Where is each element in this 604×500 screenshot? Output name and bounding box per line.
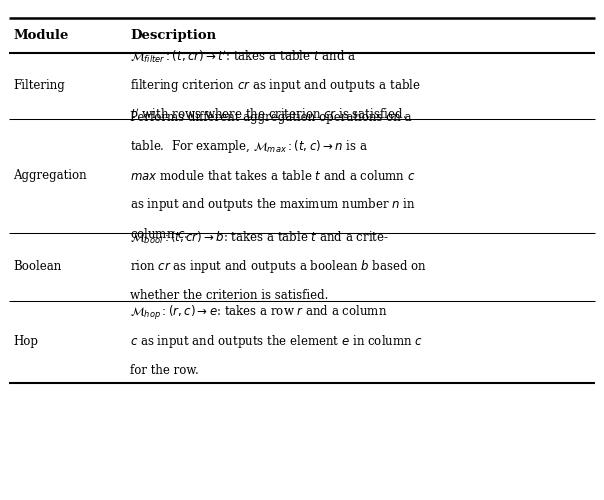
Text: $\mathcal{M}_{filter} : (t,cr) \rightarrow t^{\prime}$: takes a table $t$ and a: $\mathcal{M}_{filter} : (t,cr) \rightarr… [130, 48, 356, 65]
Text: Performs different aggregation operations on a: Performs different aggregation operation… [130, 111, 411, 124]
Text: $c$ as input and outputs the element $e$ in column $c$: $c$ as input and outputs the element $e$… [130, 333, 423, 350]
Text: $\mathcal{M}_{bool} : (t,cr) \rightarrow b$: takes a table $t$ and a crite-: $\mathcal{M}_{bool} : (t,cr) \rightarrow… [130, 230, 389, 246]
Text: Description: Description [130, 28, 216, 42]
Text: Filtering: Filtering [13, 79, 65, 92]
Text: whether the criterion is satisfied.: whether the criterion is satisfied. [130, 289, 328, 302]
Text: Hop: Hop [13, 335, 38, 348]
Text: $max$ module that takes a table $t$ and a column $c$: $max$ module that takes a table $t$ and … [130, 168, 416, 182]
Text: Boolean: Boolean [13, 260, 62, 273]
Text: table.  For example, $\mathcal{M}_{max} : (t,c) \rightarrow n$ is a: table. For example, $\mathcal{M}_{max} :… [130, 138, 368, 155]
Text: Aggregation: Aggregation [13, 169, 87, 182]
Text: filtering criterion $cr$ as input and outputs a table: filtering criterion $cr$ as input and ou… [130, 77, 420, 94]
Text: $\mathcal{M}_{hop} : (r,c) \rightarrow e$: takes a row $r$ and a column: $\mathcal{M}_{hop} : (r,c) \rightarrow e… [130, 304, 387, 322]
Text: $t^{\prime}$ with rows where the criterion $cr$ is satisfied.: $t^{\prime}$ with rows where the criteri… [130, 108, 406, 122]
Text: rion $cr$ as input and outputs a boolean $b$ based on: rion $cr$ as input and outputs a boolean… [130, 258, 426, 275]
Text: Module: Module [13, 28, 69, 42]
Text: column $c$.: column $c$. [130, 226, 188, 240]
Text: for the row.: for the row. [130, 364, 199, 377]
Text: as input and outputs the maximum number $n$ in: as input and outputs the maximum number … [130, 196, 416, 213]
